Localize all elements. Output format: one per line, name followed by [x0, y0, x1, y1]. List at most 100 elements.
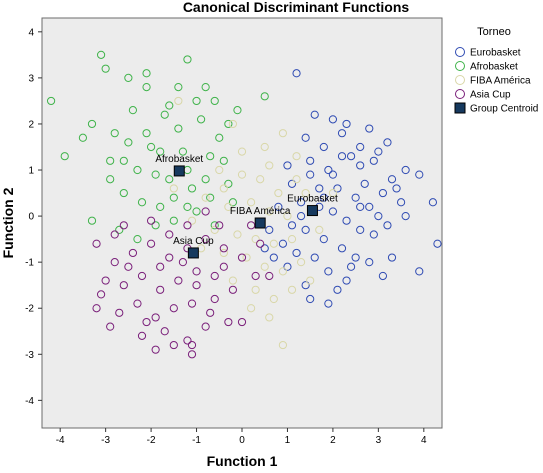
point-asia-cup: [115, 308, 124, 317]
point-fiba-am-rica: [233, 230, 242, 239]
point-eurobasket: [283, 262, 292, 271]
point-fiba-am-rica: [301, 188, 310, 198]
legend-swatch: [455, 47, 465, 57]
point-fiba-am-rica: [219, 248, 228, 258]
point-fiba-am-rica: [274, 188, 283, 198]
centroid-label: Afrobasket: [155, 154, 203, 165]
point-asia-cup: [224, 317, 233, 327]
point-eurobasket: [306, 294, 315, 304]
point-asia-cup: [237, 253, 247, 262]
point-asia-cup: [137, 271, 147, 281]
point-eurobasket: [415, 170, 424, 179]
legend-swatch: [455, 75, 465, 85]
plot-area: [41, 17, 443, 429]
y-tick-label: 4: [28, 27, 34, 38]
point-afrobasket: [124, 73, 133, 82]
y-tick-label: 0: [28, 212, 34, 223]
point-asia-cup: [256, 239, 265, 248]
point-eurobasket: [337, 152, 347, 161]
point-eurobasket: [269, 253, 278, 262]
point-afrobasket: [101, 64, 110, 73]
point-asia-cup: [119, 281, 128, 290]
point-fiba-am-rica: [215, 165, 224, 175]
point-afrobasket: [142, 69, 151, 78]
point-asia-cup: [137, 331, 147, 340]
point-fiba-am-rica: [237, 147, 247, 156]
point-afrobasket: [87, 216, 97, 225]
point-eurobasket: [306, 170, 315, 179]
point-eurobasket: [260, 244, 269, 253]
point-fiba-am-rica: [278, 267, 288, 276]
point-eurobasket: [310, 110, 319, 119]
point-afrobasket: [133, 165, 142, 175]
legend-swatch: [455, 89, 465, 99]
x-tick-label: 4: [421, 435, 427, 446]
point-eurobasket: [324, 299, 333, 308]
point-afrobasket: [119, 156, 128, 165]
point-eurobasket: [292, 248, 301, 258]
point-afrobasket: [187, 184, 197, 193]
point-afrobasket: [196, 115, 206, 124]
point-afrobasket: [174, 124, 183, 133]
point-fiba-am-rica: [265, 313, 274, 322]
point-eurobasket: [433, 239, 442, 248]
point-asia-cup: [92, 239, 101, 248]
point-fiba-am-rica: [174, 96, 183, 106]
point-afrobasket: [156, 202, 165, 211]
point-asia-cup: [201, 207, 210, 216]
point-eurobasket: [356, 225, 365, 235]
point-eurobasket: [296, 198, 306, 207]
point-fiba-am-rica: [251, 285, 260, 294]
point-afrobasket: [260, 92, 269, 101]
point-eurobasket: [301, 133, 310, 142]
point-asia-cup: [174, 276, 183, 285]
point-afrobasket: [46, 96, 56, 106]
point-asia-cup: [101, 276, 110, 285]
point-fiba-am-rica: [169, 184, 178, 193]
point-fiba-am-rica: [224, 202, 233, 211]
point-asia-cup: [237, 317, 247, 327]
point-afrobasket: [215, 133, 224, 142]
point-eurobasket: [378, 271, 388, 281]
point-fiba-am-rica: [251, 235, 260, 244]
x-tick-label: 3: [376, 435, 382, 446]
y-axis-label: Function 2: [0, 187, 16, 258]
point-eurobasket: [346, 262, 356, 271]
centroid-marker: [306, 205, 318, 217]
point-afrobasket: [206, 152, 215, 161]
legend-label: Asia Cup: [470, 90, 511, 101]
point-eurobasket: [383, 138, 392, 147]
point-eurobasket: [387, 253, 397, 262]
y-tick-label: 3: [28, 73, 34, 84]
point-afrobasket: [151, 221, 160, 230]
point-afrobasket: [106, 175, 115, 184]
point-asia-cup: [228, 285, 238, 294]
point-asia-cup: [187, 340, 197, 350]
legend-label: Afrobasket: [470, 62, 518, 73]
point-afrobasket: [210, 96, 219, 106]
x-tick-label: -1: [192, 435, 201, 446]
point-fiba-am-rica: [246, 198, 256, 207]
point-afrobasket: [133, 235, 142, 244]
point-asia-cup: [201, 322, 210, 331]
point-afrobasket: [160, 110, 169, 119]
legend: Torneo Eurobasket Afrobasket FIBA América A…: [454, 26, 538, 115]
group-centroids: [173, 165, 318, 259]
point-afrobasket: [219, 156, 228, 165]
point-asia-cup: [210, 294, 219, 304]
point-asia-cup: [124, 262, 133, 271]
point-fiba-am-rica: [260, 142, 269, 152]
point-afrobasket: [156, 147, 165, 156]
point-eurobasket: [356, 202, 365, 211]
point-fiba-am-rica: [246, 304, 256, 313]
point-afrobasket: [201, 83, 210, 92]
legend-label: Eurobasket: [470, 48, 521, 59]
point-eurobasket: [310, 253, 319, 262]
point-eurobasket: [369, 230, 378, 239]
point-fiba-am-rica: [306, 276, 315, 285]
point-eurobasket: [274, 202, 283, 211]
x-tick-label: 1: [285, 435, 291, 446]
point-asia-cup: [219, 262, 228, 271]
point-afrobasket: [192, 207, 201, 216]
